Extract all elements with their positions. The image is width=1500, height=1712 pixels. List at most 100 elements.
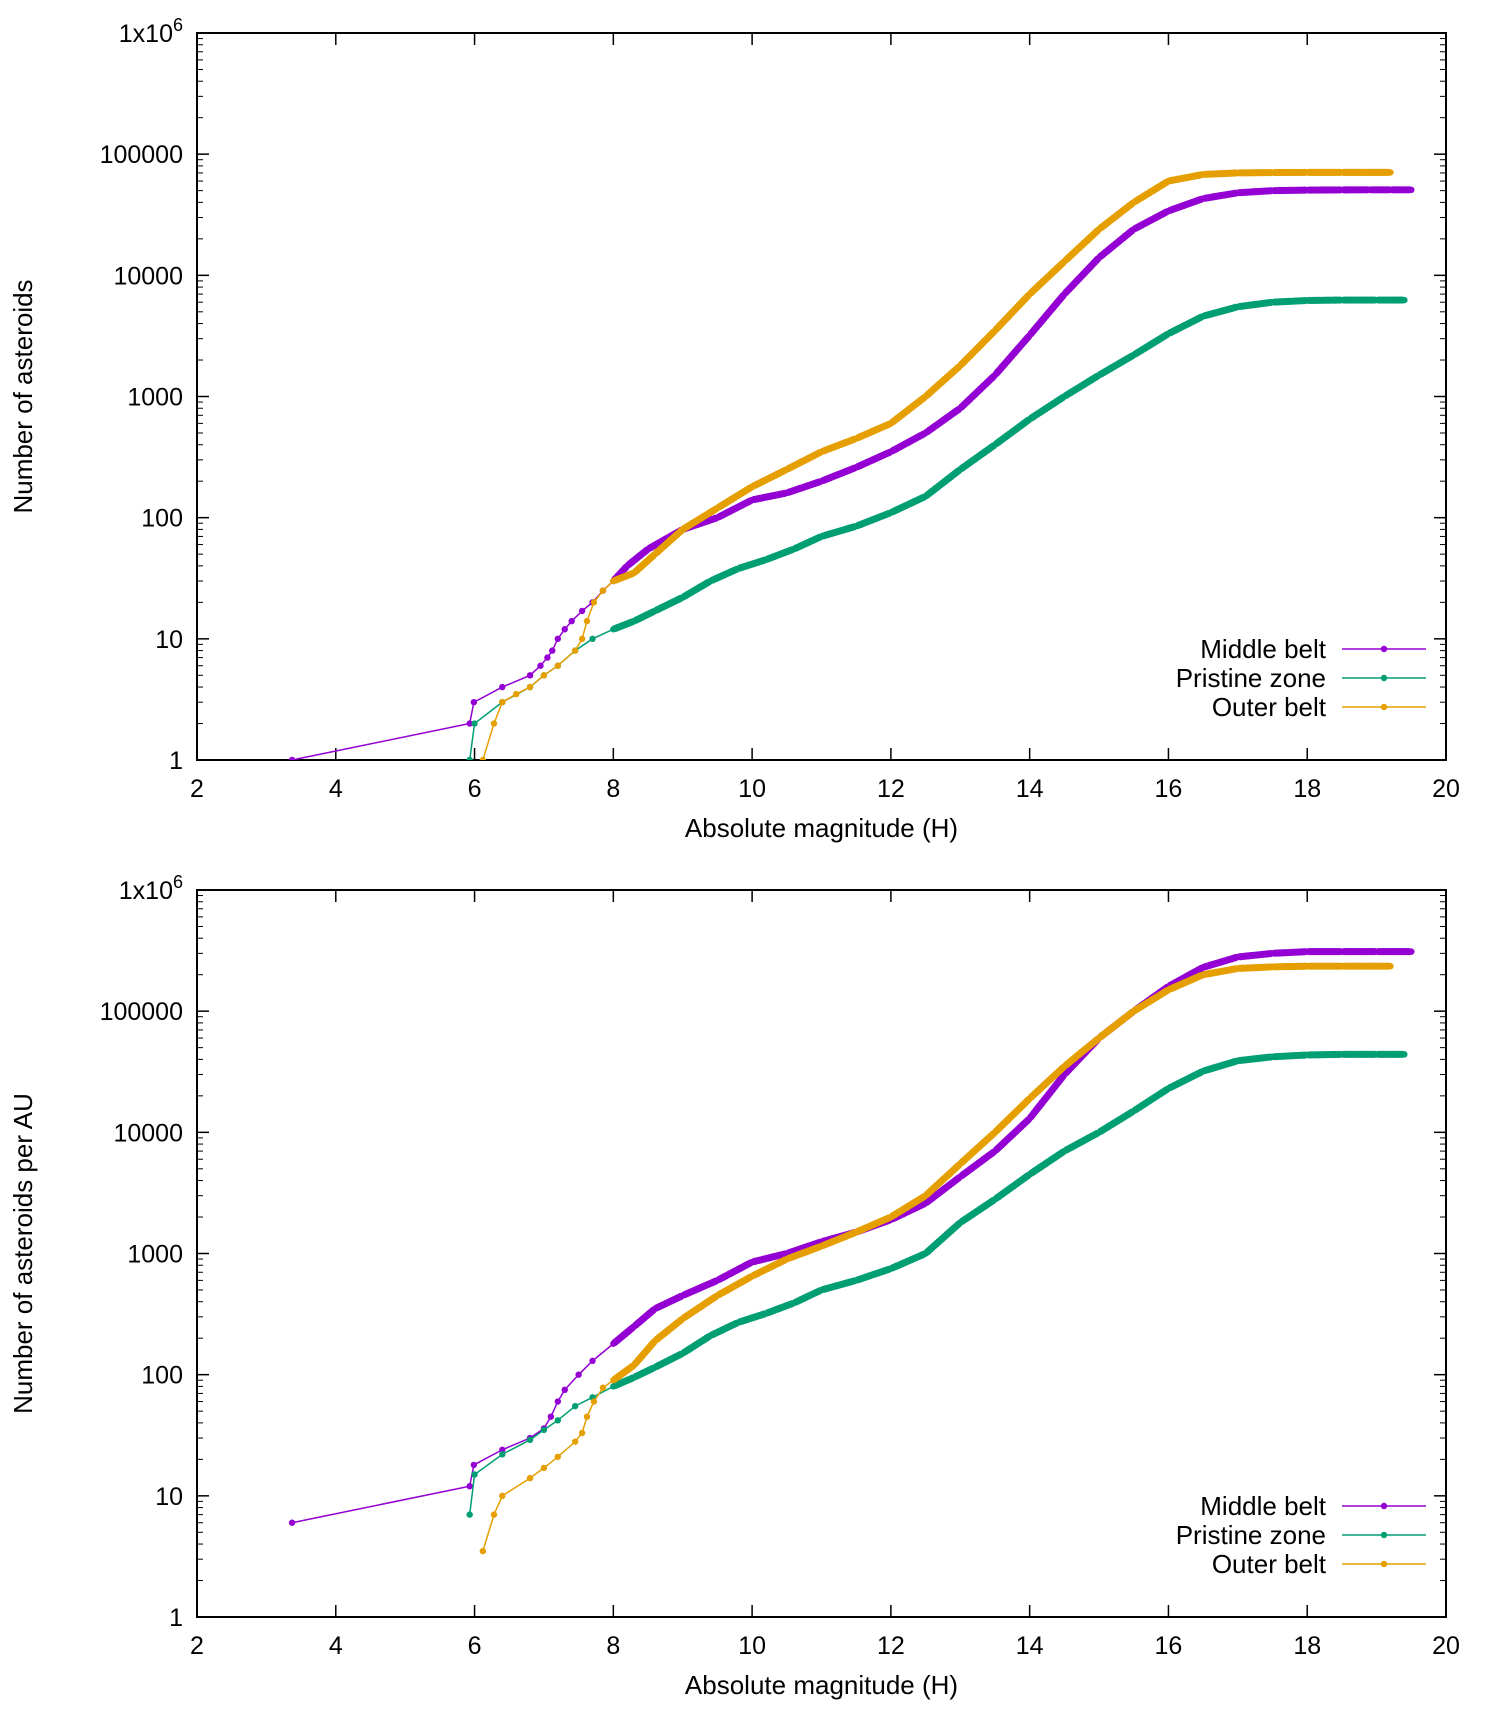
data-point — [590, 1398, 598, 1405]
x-tick-label: 14 — [1016, 1632, 1044, 1660]
data-point-dense — [1405, 186, 1413, 194]
data-point — [470, 1461, 478, 1469]
data-point — [288, 1519, 296, 1526]
x-tick-label: 18 — [1293, 1632, 1321, 1660]
data-point — [575, 1371, 582, 1378]
data-point — [583, 1413, 591, 1420]
legend-marker — [1380, 674, 1388, 682]
x-tick-label: 12 — [877, 1632, 905, 1660]
data-point — [466, 756, 473, 760]
x-tick-label: 16 — [1155, 1632, 1183, 1660]
legend-entry-outer: Outer belt — [1212, 692, 1426, 722]
data-point — [512, 690, 520, 698]
legend-marker — [1380, 645, 1388, 653]
legend-entry-pristine: Pristine zone — [1176, 1520, 1426, 1550]
data-point — [554, 1417, 562, 1424]
legend-marker — [1380, 1502, 1388, 1510]
data-point — [499, 698, 506, 706]
legend-label: Pristine zone — [1176, 663, 1326, 693]
series-outer — [479, 168, 1394, 760]
data-point-dense — [1398, 1050, 1406, 1058]
data-point — [599, 1384, 607, 1391]
data-point — [571, 1402, 579, 1410]
data-point — [479, 1547, 487, 1555]
data-point — [466, 720, 473, 727]
data-point — [561, 626, 568, 633]
x-tick-label: 2 — [190, 775, 204, 803]
x-tick-label: 6 — [468, 775, 482, 803]
x-tick-label: 10 — [738, 1632, 766, 1660]
x-tick-label: 8 — [606, 775, 620, 803]
data-point — [544, 654, 551, 661]
y-tick-label: 1x106 — [119, 872, 183, 905]
data-point — [499, 1446, 506, 1453]
data-point — [549, 647, 556, 654]
data-point — [466, 1483, 473, 1490]
x-axis-title: Absolute magnitude (H) — [685, 1670, 958, 1700]
x-tick-label: 2 — [190, 1632, 204, 1660]
x-tick-label: 16 — [1155, 775, 1183, 803]
data-point — [599, 587, 607, 594]
y-tick-label: 100000 — [100, 998, 183, 1026]
data-point — [554, 1453, 562, 1460]
data-point — [537, 662, 544, 669]
data-point — [490, 720, 498, 727]
data-point — [571, 1438, 579, 1445]
data-point — [547, 1413, 555, 1420]
data-point — [526, 1474, 534, 1482]
legend-label: Middle belt — [1200, 1491, 1327, 1521]
data-point — [526, 1436, 534, 1444]
y-tick-label: 10000 — [113, 1119, 183, 1147]
x-tick-label: 12 — [877, 775, 905, 803]
data-point — [490, 1511, 498, 1518]
data-point — [499, 683, 506, 691]
y-tick-label: 1 — [169, 747, 183, 775]
data-point — [554, 635, 562, 643]
data-point — [583, 617, 591, 625]
data-point — [466, 1511, 473, 1518]
data-point — [568, 617, 575, 625]
y-tick-label: 10 — [155, 626, 183, 654]
legend-entry-pristine: Pristine zone — [1176, 663, 1426, 693]
data-point — [578, 1429, 586, 1437]
x-tick-label: 4 — [329, 1632, 343, 1660]
data-point — [540, 1426, 548, 1434]
legend-label: Middle belt — [1200, 634, 1327, 664]
legend-marker — [1380, 1560, 1388, 1568]
series-pristine — [466, 296, 1408, 760]
y-tick-label: 10 — [155, 1483, 183, 1511]
x-tick-label: 8 — [606, 1632, 620, 1660]
data-point — [554, 662, 562, 669]
y-tick-label: 10000 — [113, 262, 183, 290]
y-tick-label: 1x106 — [119, 15, 183, 48]
data-point — [499, 1451, 506, 1458]
legend-entry-middle: Middle belt — [1200, 1491, 1426, 1521]
legend-marker — [1380, 1531, 1388, 1539]
legend-label: Outer belt — [1212, 1549, 1327, 1579]
series-line — [468, 1053, 1405, 1515]
x-tick-label: 10 — [738, 775, 766, 803]
x-tick-label: 18 — [1293, 775, 1321, 803]
x-tick-label: 14 — [1016, 775, 1044, 803]
y-tick-exponent: 6 — [173, 872, 183, 892]
data-point — [540, 1464, 548, 1472]
legend-entry-middle: Middle belt — [1200, 634, 1426, 664]
data-point — [561, 1386, 568, 1394]
y-axis-title: Number of asteroids — [8, 279, 38, 513]
data-point-dense — [1384, 962, 1392, 970]
y-tick-label: 100 — [141, 1362, 183, 1390]
series-pristine — [466, 1050, 1408, 1518]
data-point — [578, 635, 586, 643]
y-axis-title: Number of asteroids per AU — [8, 1093, 38, 1414]
bottom-panel-count-per-au: 2 4 6 8 10 12 14 16 18 20 1 10 100 1000 10000 100000 1x1… — [8, 872, 1460, 1700]
x-tick-label: 6 — [468, 1632, 482, 1660]
data-point-dense — [1384, 168, 1392, 177]
top-panel-cumulative-count: 2 4 6 8 10 12 14 16 18 20 1 10 100 1000 10000 100000 1x1… — [8, 15, 1460, 843]
data-point — [589, 635, 596, 643]
data-point — [471, 1471, 478, 1478]
data-point — [288, 756, 296, 760]
data-point — [571, 647, 579, 654]
y-tick-label: 1 — [169, 1604, 183, 1632]
